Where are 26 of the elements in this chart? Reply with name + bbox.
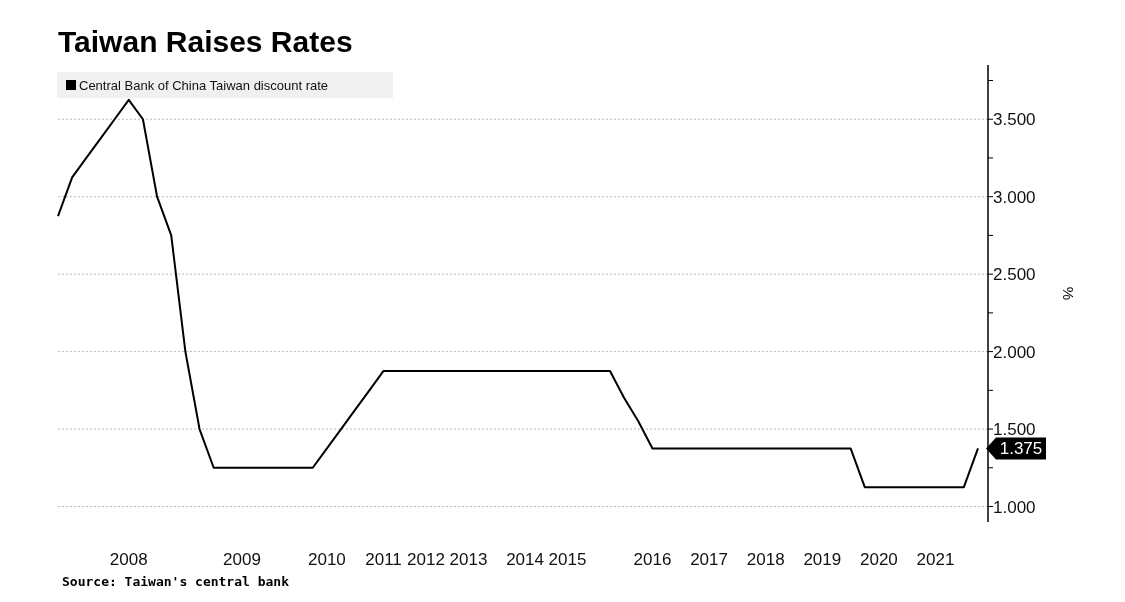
y-tick-label: 1.500: [993, 420, 1036, 440]
x-tick-label: 2017: [690, 550, 728, 569]
source-note: Source: Taiwan's central bank: [62, 574, 290, 589]
x-tick-label: 2015: [548, 550, 587, 569]
y-tick-label: 2.500: [993, 265, 1036, 285]
y-tick-label: 1.000: [993, 497, 1036, 517]
x-tick-label: 2008: [109, 550, 148, 569]
chart-title: Taiwan Raises Rates: [58, 25, 353, 58]
x-tick-label: 2012: [407, 550, 445, 569]
x-tick-label: 2021: [916, 550, 955, 569]
y-tick-label: 3.500: [993, 110, 1036, 130]
data-label: 1.375: [999, 439, 1043, 459]
y-tick-label: 3.000: [993, 187, 1036, 207]
x-tick-label: 2014: [506, 550, 544, 569]
x-tick-label: 2020: [860, 550, 898, 569]
x-tick-label: 2019: [803, 550, 842, 569]
y-tick-label: 2.000: [993, 342, 1036, 362]
x-tick-label: 2011: [365, 550, 402, 569]
y-axis-title: %: [1060, 286, 1077, 301]
x-tick-label: 2016: [633, 550, 672, 569]
x-tick-label: 2010: [308, 550, 346, 569]
x-tick-label: 2009: [223, 550, 261, 569]
line-series: [57, 98, 979, 489]
x-tick-label: 2013: [449, 550, 488, 569]
legend-label: Central Bank of China Taiwan discount rate: [79, 78, 329, 93]
x-tick-label: 2018: [746, 550, 785, 569]
